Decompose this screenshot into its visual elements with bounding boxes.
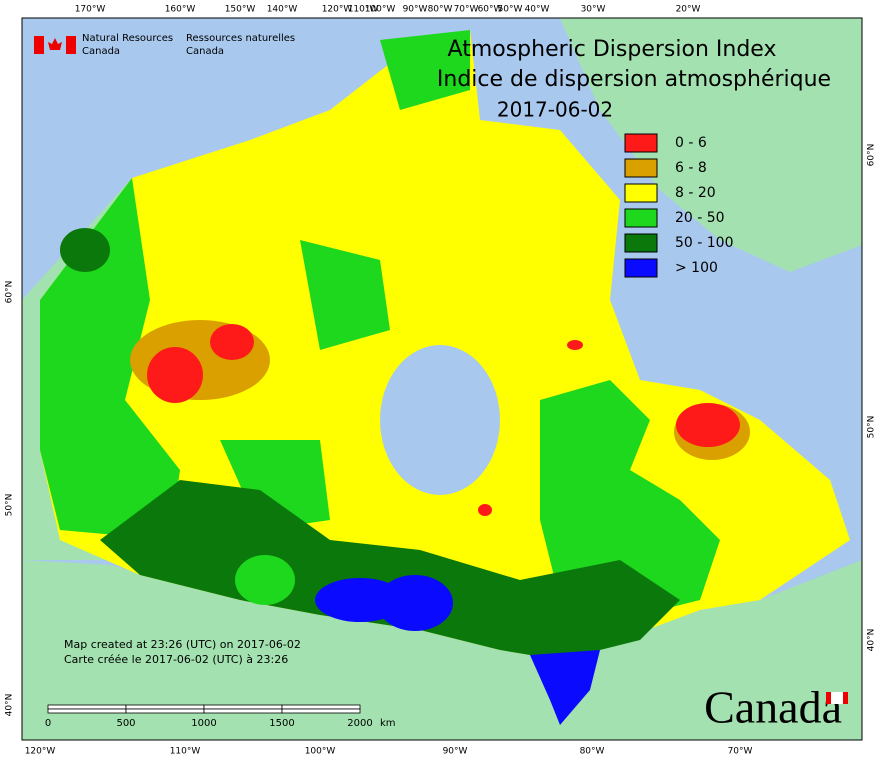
region-red-4 — [567, 340, 583, 350]
legend-label: 20 - 50 — [675, 210, 725, 226]
legend-label: 8 - 20 — [675, 185, 716, 201]
title-en: Atmospheric Dispersion Index — [448, 37, 777, 62]
scale-unit: km — [380, 718, 396, 729]
top-label: 40°W — [525, 5, 550, 15]
region-blue-3 — [530, 650, 600, 725]
bottom-label: 100°W — [305, 747, 336, 757]
wordmark-flag-bar — [826, 692, 831, 704]
agency-en: Canada — [82, 46, 120, 57]
top-label: 100°W — [365, 5, 396, 15]
legend-swatch — [624, 158, 658, 178]
region-red-2 — [210, 324, 254, 360]
wordmark-flag — [826, 692, 848, 704]
legend-swatch — [624, 233, 658, 253]
region-arctic — [380, 30, 470, 110]
agency-fr: Ressources naturelles — [186, 33, 295, 44]
top-label: 120°W — [322, 5, 353, 15]
top-label: 140°W — [267, 5, 298, 15]
wordmark: Canada — [704, 682, 842, 733]
legend-swatch — [624, 133, 658, 153]
legend-label: 0 - 6 — [675, 135, 707, 151]
top-label: 20°W — [676, 5, 701, 15]
region-central — [220, 440, 330, 530]
scale-segment — [47, 704, 127, 710]
scale-label: 2000 — [347, 718, 372, 729]
top-label: 110°W — [348, 5, 379, 15]
top-label: 70°W — [454, 5, 479, 15]
region-north — [300, 240, 390, 350]
top-label: 60°W — [478, 5, 503, 15]
left-label: 60°N — [5, 281, 15, 304]
scale-segment — [281, 704, 361, 710]
top-label: 50°W — [498, 5, 523, 15]
region-yukon — [60, 228, 110, 272]
note: Map created at 23:26 (UTC) on 2017-06-02 — [64, 638, 301, 651]
top-label: 30°W — [581, 5, 606, 15]
top-label: 150°W — [225, 5, 256, 15]
legend-label: 50 - 100 — [675, 235, 734, 251]
scale-label: 0 — [45, 718, 51, 729]
top-label: 90°W — [403, 5, 428, 15]
flag-right — [66, 36, 76, 54]
agency-fr: Canada — [186, 46, 224, 57]
title-fr: Indice de dispersion atmosphérique — [437, 67, 831, 92]
scale-label: 1500 — [269, 718, 294, 729]
left-label: 50°N — [5, 494, 15, 517]
right-label: 60°N — [867, 144, 877, 167]
scale-label: 500 — [116, 718, 135, 729]
greenland — [560, 18, 862, 272]
legend-label: 6 - 8 — [675, 160, 707, 176]
bottom-label: 120°W — [25, 747, 56, 757]
region-red-1 — [147, 347, 203, 403]
scale-label: 1000 — [191, 718, 216, 729]
region-east — [540, 380, 720, 620]
bottom-label: 110°W — [170, 747, 201, 757]
agency-en: Natural Resources — [82, 33, 173, 44]
legend-swatch — [624, 208, 658, 228]
region-prairie — [235, 555, 295, 605]
scale-segment — [281, 708, 361, 714]
note: Carte créée le 2017-06-02 (UTC) à 23:26 — [64, 653, 288, 666]
legend-swatch — [624, 183, 658, 203]
title-date: 2017-06-02 — [497, 98, 613, 122]
scale-segment — [203, 704, 283, 710]
scale-segment — [203, 708, 283, 714]
flag-left — [34, 36, 44, 54]
region-south — [100, 480, 680, 660]
usa — [22, 560, 862, 740]
region-blue-2 — [377, 575, 453, 631]
left-label: 40°N — [5, 694, 15, 717]
flag-leaf — [48, 38, 62, 50]
top-label: 160°W — [165, 5, 196, 15]
bottom-label: 70°W — [728, 747, 753, 757]
region-red-3 — [676, 403, 740, 447]
bottom-label: 90°W — [443, 747, 468, 757]
hudson-bay — [380, 345, 500, 495]
top-label: 170°W — [75, 5, 106, 15]
legend-label: > 100 — [675, 260, 718, 276]
bottom-label: 80°W — [580, 747, 605, 757]
scale-segment — [125, 708, 205, 714]
right-label: 40°N — [867, 629, 877, 652]
scale-segment — [47, 708, 127, 714]
wordmark-flag-bar — [843, 692, 848, 704]
legend-swatch — [624, 258, 658, 278]
frame — [21, 17, 863, 741]
scale-segment — [125, 704, 205, 710]
right-label: 50°N — [867, 416, 877, 439]
region-red-5 — [478, 504, 492, 516]
top-label: 80°W — [428, 5, 453, 15]
